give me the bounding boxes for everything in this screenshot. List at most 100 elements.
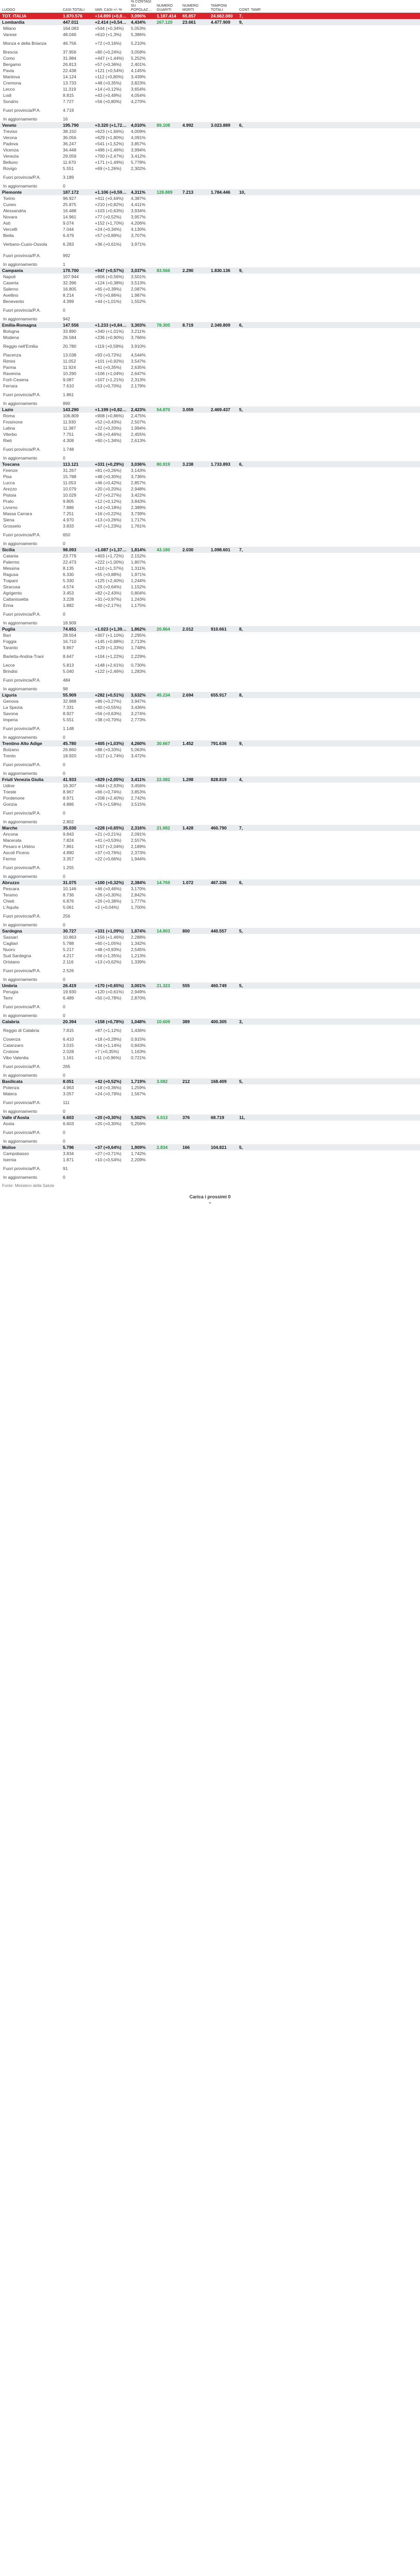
province-spacer [294, 523, 420, 529]
province-spacer [209, 250, 237, 261]
province-cases: 6.876 [63, 899, 74, 904]
region-row[interactable]: Liguria 55.909 +282 (+0,51%) 3,632% 45.234 2.… [0, 692, 420, 698]
province-spacer [294, 134, 420, 141]
region-row[interactable]: Marche 35.030 +228 (+0,65%) 2,316% 21.682 1.4… [0, 825, 420, 831]
province-spacer [237, 934, 268, 940]
province-spacer [180, 31, 209, 38]
region-row[interactable]: Puglia 74.651 +1.023 (+1,39%) 1,862% 20.864 2… [0, 626, 420, 632]
province-cases: 34.448 [63, 147, 76, 152]
province-name: Trapani [3, 578, 18, 583]
region-row[interactable]: Trentino Alto Adige 45.780 +405 (+1,03%) 4,… [0, 740, 420, 747]
header-cont-tamp[interactable]: CONT. TAMP. [237, 0, 268, 13]
province-var: +87 (+1,12%) [95, 1028, 122, 1033]
region-row[interactable]: Molise 5.796 +37 (+0,64%) 1,909% 2.834 166 104… [0, 1144, 420, 1150]
province-spacer [209, 208, 237, 214]
province-cases: 265 [63, 1064, 71, 1069]
region-row[interactable]: Calabria 20.394 +158 (+0,78%) 1,048% 10.609 3… [0, 1019, 420, 1025]
province-spacer [268, 358, 294, 364]
region-row[interactable]: Sicilia 98.093 +1.087 (+1,37%) 1,814% 43.180… [0, 547, 420, 553]
province-var [93, 807, 129, 819]
province-spacer [294, 753, 420, 759]
province-spacer [180, 1121, 209, 1127]
header-var-casi[interactable]: VAR. CASI +/- % [93, 0, 129, 13]
province-spacer [180, 105, 209, 116]
province-spacer [268, 425, 294, 431]
province-spacer [268, 632, 294, 638]
header-casi-totali[interactable]: CASI TOTALI [61, 0, 93, 13]
province-row: Imperia 5.551 +38 (+0,70%) 2,773% [0, 717, 420, 723]
header-morti[interactable]: NUMERO MORTI [180, 0, 209, 13]
region-row[interactable]: Basilicata 8.051 +42 (+0,52%) 1,719% 3.082 21… [0, 1078, 420, 1084]
province-pct: 2,295% [131, 633, 146, 638]
region-spacer [268, 982, 294, 989]
province-var: +125 (+2,40%) [95, 578, 124, 583]
province-spacer [209, 668, 237, 674]
province-var: +38 (+0,70%) [95, 717, 122, 722]
province-name: Fuori provincia/P.A. [3, 1165, 41, 1171]
province-spacer [268, 1012, 294, 1019]
province-spacer [268, 232, 294, 239]
province-spacer [268, 995, 294, 1001]
region-deaths: 3.238 [180, 461, 209, 467]
province-spacer [180, 208, 209, 214]
region-row[interactable]: Sardegna 30.727 +331 (+1,09%) 1,874% 14.803 8… [0, 928, 420, 934]
load-more-label[interactable]: Carica i prossimi 0 [189, 1194, 231, 1199]
province-spacer [155, 559, 180, 565]
province-spacer [294, 608, 420, 620]
region-row[interactable]: Lazio 143.290 +1.199 (+0,82%) 2,423% 54.870 3… [0, 406, 420, 413]
province-spacer [294, 1025, 420, 1036]
province-pct: 2,713% [131, 639, 146, 644]
province-spacer [155, 98, 180, 105]
province-spacer [209, 31, 237, 38]
province-cases: 7.751 [63, 432, 74, 437]
province-spacer [155, 358, 180, 364]
province-row: Ascoli Piceno 4.890 +37 (+0,76%) 2,373% [0, 850, 420, 856]
province-name: Piacenza [3, 352, 21, 358]
region-row[interactable]: Toscana 113.121 +331 (+0,29%) 3,036% 80.919 3… [0, 461, 420, 467]
province-row: Udine 16.307 +464 (+2,93%) 3,456% [0, 783, 420, 789]
header-pct-contagi[interactable]: % CONTAGI SU POPOLAZIONE [129, 0, 155, 13]
province-spacer [209, 419, 237, 425]
region-row[interactable]: Abruzzo 31.075 +100 (+0,32%) 2,384% 14.769 1.… [0, 879, 420, 886]
province-spacer [209, 1048, 237, 1055]
province-spacer [209, 165, 237, 172]
province-spacer [155, 364, 180, 370]
province-spacer [237, 995, 268, 1001]
province-spacer [294, 959, 420, 965]
province-var: +18 (+0,36%) [95, 1085, 122, 1090]
province-pct [129, 965, 155, 976]
province-spacer [180, 789, 209, 795]
region-row[interactable]: Lombardia 447.011 +2.414 (+0,54%) 4,434% 267… [0, 19, 420, 25]
region-row[interactable]: Campania 170.700 +947 (+0,57%) 3,037% 83.566… [0, 267, 420, 274]
province-spacer [155, 553, 180, 559]
province-var [93, 674, 129, 686]
region-row[interactable]: Umbria 26.419 +170 (+0,65%) 3,001% 21.323 555… [0, 982, 420, 989]
province-name: Fuori provincia/P.A. [3, 968, 41, 973]
header-tamponi[interactable]: TAMPONI TOTALI [209, 0, 237, 13]
province-spacer [268, 1061, 294, 1072]
region-row[interactable]: Valle d'Aosta 6.603 +20 (+0,30%) 5,502% 6.01… [0, 1114, 420, 1121]
province-spacer [155, 523, 180, 529]
chevron-down-icon[interactable]: ⌄ [208, 1199, 212, 1205]
province-cases: 3.228 [63, 597, 74, 602]
header-guariti[interactable]: NUMERO GUARITI [155, 0, 180, 13]
province-spacer [155, 953, 180, 959]
province-spacer [294, 67, 420, 74]
header-luogo[interactable]: LUOGO [0, 0, 61, 13]
province-cases: 2.526 [63, 968, 74, 973]
province-var: +236 (+0,90%) [95, 335, 124, 340]
load-more[interactable]: Carica i prossimi 0 ⌄ [0, 1191, 420, 1210]
source-note: Fonte: Ministero della Salute [2, 1183, 55, 1188]
region-row[interactable]: Emilia-Romagna 147.556 +1.233 (+0,84%) 3,30… [0, 322, 420, 328]
region-row[interactable]: Piemonte 187.172 +1.106 (+0,59%) 4,311% 128.… [0, 189, 420, 195]
province-spacer [180, 807, 209, 819]
province-pct: 4,054% [131, 93, 146, 98]
province-spacer [237, 862, 268, 873]
province-spacer [294, 602, 420, 608]
province-spacer [294, 298, 420, 304]
region-row[interactable]: Friuli Venezia Giulia 41.933 +829 (+2,05%)… [0, 776, 420, 783]
province-spacer [294, 1084, 420, 1091]
province-cases: 16.710 [63, 639, 76, 644]
region-row[interactable]: Veneto 195.790 +3.320 (+1,72%) 4,010% 89.108… [0, 122, 420, 128]
province-spacer [268, 922, 294, 928]
